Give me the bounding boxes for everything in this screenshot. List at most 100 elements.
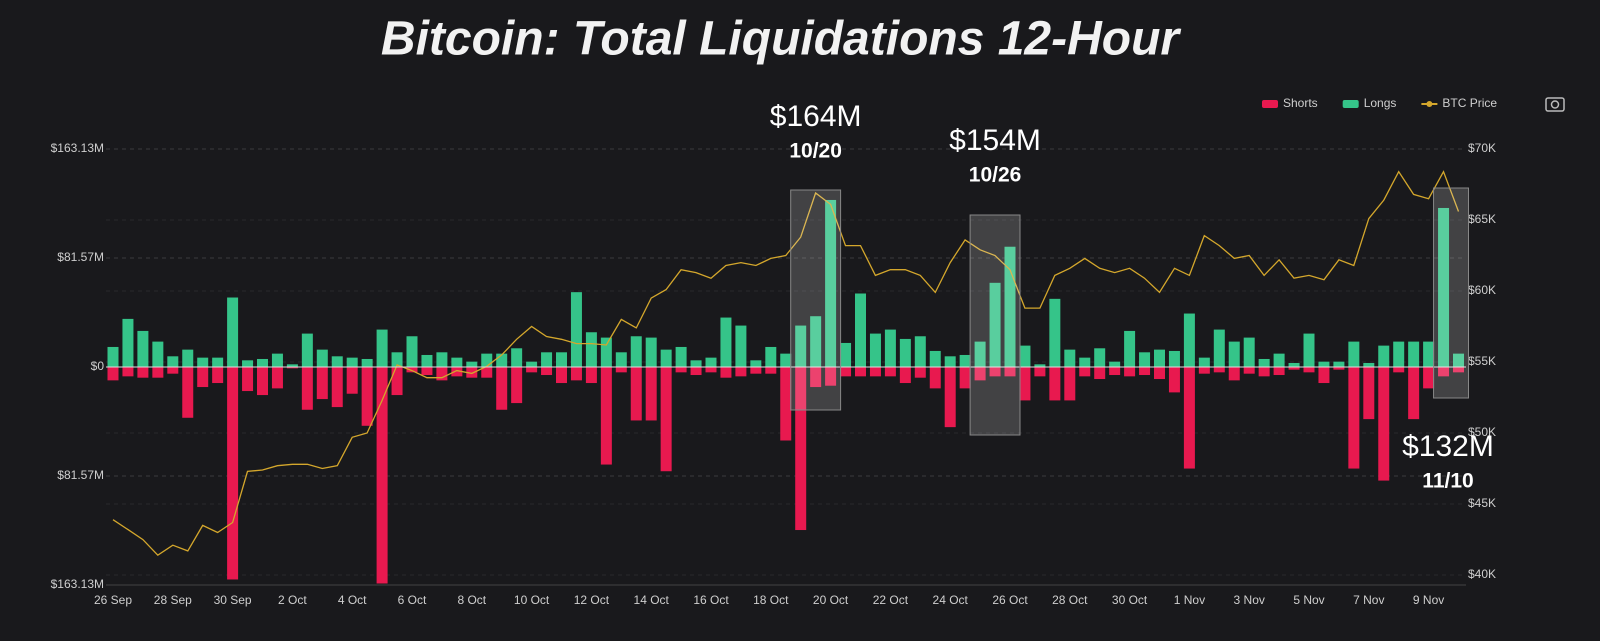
bar (944, 367, 956, 428)
bar (406, 367, 418, 373)
bar (1393, 341, 1405, 367)
bar (899, 367, 911, 384)
x-tick-label: 5 Nov (1293, 593, 1324, 607)
bar (1228, 367, 1240, 381)
bar (1094, 348, 1106, 367)
bar (1019, 345, 1031, 367)
bar (167, 356, 179, 367)
bar (735, 325, 747, 367)
bar (570, 292, 582, 367)
bar (421, 354, 433, 367)
bar (1079, 357, 1091, 367)
x-tick-label: 2 Oct (278, 593, 307, 607)
bar (1049, 367, 1061, 401)
annotation-value: $132M (1402, 430, 1494, 463)
bar (914, 336, 926, 367)
bar (989, 282, 1001, 367)
bar (541, 367, 553, 376)
bar (1198, 367, 1210, 374)
bar (1139, 367, 1151, 376)
bar (1258, 358, 1270, 367)
bar (167, 367, 179, 374)
x-tick-label: 30 Sep (214, 593, 252, 607)
bar (556, 367, 567, 384)
bar (511, 348, 523, 367)
bar (346, 367, 358, 394)
bar (869, 333, 881, 367)
bar (227, 297, 239, 367)
bar (1019, 367, 1031, 401)
bar (645, 367, 657, 421)
bar (1213, 367, 1225, 373)
legend-item[interactable]: Longs (1342, 96, 1397, 110)
bar (1423, 367, 1435, 389)
x-tick-label: 1 Nov (1174, 593, 1205, 607)
bar (316, 349, 328, 367)
bar (496, 353, 508, 367)
bar (825, 367, 837, 386)
bar (466, 367, 478, 378)
bar (1198, 357, 1210, 367)
bar (182, 367, 194, 418)
bar (765, 367, 777, 374)
bar (675, 367, 687, 373)
bar (630, 336, 642, 367)
annotation-date: 10/20 (789, 140, 842, 163)
camera-icon[interactable] (1545, 97, 1565, 112)
bar (705, 357, 717, 367)
bar (1109, 361, 1121, 367)
bar (750, 367, 762, 374)
y-tick-label: $163.13M (51, 577, 104, 591)
bar (421, 367, 433, 376)
bar (795, 325, 807, 367)
bar (884, 329, 896, 367)
x-tick-label: 12 Oct (574, 593, 610, 607)
bar (1438, 207, 1450, 367)
legend-swatch-dot (1426, 101, 1433, 107)
annotation-date: 10/26 (969, 164, 1022, 187)
bar (152, 367, 164, 378)
camera-lens (1550, 100, 1560, 109)
legend-item[interactable]: BTC Price (1421, 96, 1497, 110)
bar (645, 337, 657, 367)
bar (1453, 353, 1464, 367)
bar (1288, 362, 1300, 367)
bar (1243, 337, 1255, 367)
bar (1154, 367, 1165, 380)
bar (496, 367, 508, 410)
bar (1423, 341, 1435, 367)
bar (1408, 367, 1420, 420)
bar (869, 367, 881, 377)
camera-body (1545, 97, 1565, 112)
bar (585, 367, 597, 384)
bar (600, 337, 612, 367)
bar (331, 356, 343, 367)
bar (899, 338, 911, 367)
x-tick-label: 10 Oct (514, 593, 550, 607)
chart-title: Bitcoin: Total Liquidations 12-Hour (381, 13, 1182, 66)
annotation-value: $164M (770, 100, 862, 133)
bar (810, 316, 822, 367)
bar (840, 367, 852, 377)
bar (451, 357, 463, 367)
legend-item[interactable]: Shorts (1262, 96, 1318, 110)
bar (526, 367, 538, 373)
bar (989, 367, 1001, 377)
bar (197, 367, 209, 388)
bar (570, 367, 582, 381)
x-tick-label: 28 Sep (154, 593, 192, 607)
bar (1378, 367, 1390, 481)
y-tick-label: $81.57M (57, 250, 104, 264)
bar (1378, 345, 1390, 367)
bar (1363, 367, 1375, 420)
bar (376, 329, 388, 367)
bar (212, 357, 224, 367)
bar (257, 367, 268, 396)
bar (1273, 367, 1285, 376)
bar (376, 367, 388, 584)
bar (1004, 246, 1016, 367)
bar (1183, 367, 1195, 469)
bar (1213, 329, 1225, 367)
bar (705, 367, 717, 373)
bar (316, 367, 328, 400)
